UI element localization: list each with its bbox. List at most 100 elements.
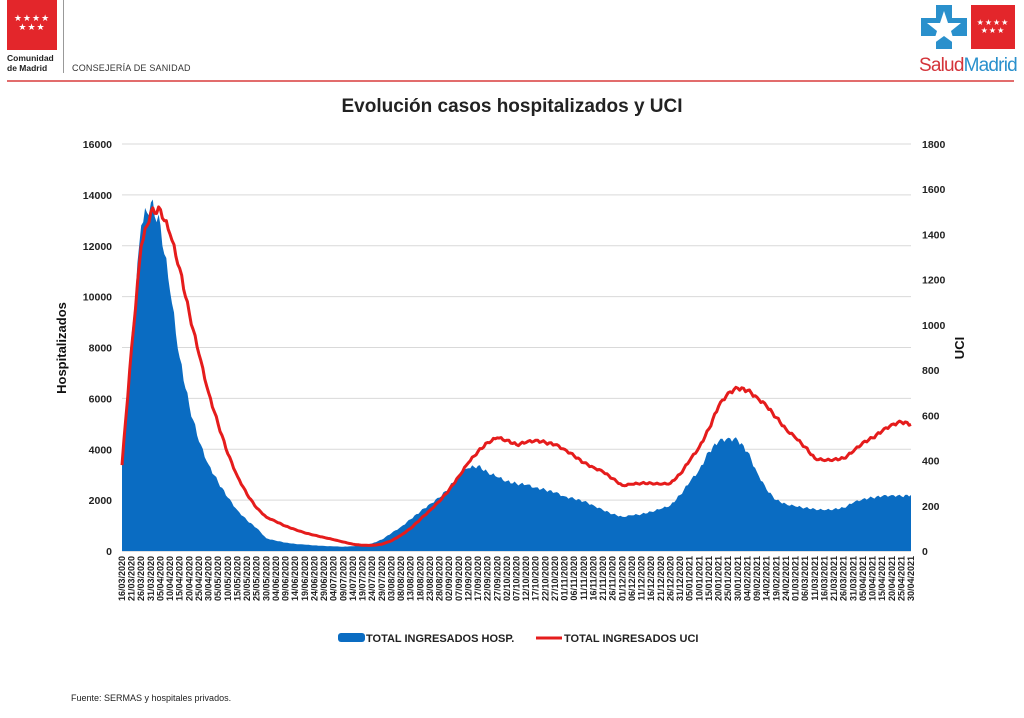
x-tick-label: 12/10/2020 — [521, 556, 531, 601]
y2-tick-label: 0 — [922, 546, 928, 558]
x-tick-label: 31/03/2021 — [848, 556, 858, 601]
x-tick-label: 07/09/2020 — [454, 556, 464, 601]
x-tick-label: 10/05/2020 — [223, 556, 233, 601]
x-tick-label: 17/09/2020 — [473, 556, 483, 601]
x-tick-label: 15/05/2020 — [232, 556, 242, 601]
salud-madrid-wordmark: SaludMadrid — [919, 55, 1018, 77]
x-tick-label: 30/04/2020 — [204, 556, 214, 601]
x-tick-label: 31/12/2020 — [675, 556, 685, 601]
x-tick-label: 16/12/2020 — [646, 556, 656, 601]
source-note: Fuente: SERMAS y hospitales privados. — [71, 693, 232, 703]
x-tick-label: 21/03/2021 — [829, 556, 839, 601]
x-tick-label: 10/04/2020 — [165, 556, 175, 601]
y-tick-label: 12000 — [83, 241, 112, 253]
y2-tick-label: 1000 — [922, 320, 946, 332]
x-tick-label: 20/01/2021 — [714, 556, 724, 601]
y2-tick-label: 1800 — [922, 139, 946, 151]
x-tick-label: 20/04/2020 — [184, 556, 194, 601]
x-tick-label: 24/07/2020 — [367, 556, 377, 601]
logo-name-line1: Comunidad — [7, 53, 54, 63]
x-tick-label: 11/03/2021 — [810, 556, 820, 601]
x-tick-label: 29/06/2020 — [319, 556, 329, 601]
x-tick-label: 26/03/2020 — [136, 556, 146, 601]
x-tick-label: 05/01/2021 — [685, 556, 695, 601]
x-tick-label: 26/12/2020 — [665, 556, 675, 601]
wordmark-madrid: Madrid — [963, 55, 1018, 76]
x-tick-label: 09/06/2020 — [281, 556, 291, 601]
x-tick-label: 08/08/2020 — [396, 556, 406, 601]
x-tick-label: 01/11/2020 — [560, 556, 570, 601]
y2-tick-label: 800 — [922, 365, 940, 377]
x-tick-label: 25/05/2020 — [252, 556, 262, 601]
x-tick-label: 20/05/2020 — [242, 556, 252, 601]
x-tick-label: 20/04/2021 — [887, 556, 897, 601]
stars-icon: ★★★★ ★★★ — [976, 18, 1010, 35]
x-tick-label: 15/04/2021 — [877, 556, 887, 601]
y-tick-label: 2000 — [89, 495, 113, 507]
x-tick-label: 22/09/2020 — [483, 556, 493, 601]
x-tick-label: 04/06/2020 — [271, 556, 281, 601]
x-tick-label: 16/03/2020 — [117, 556, 127, 601]
x-tick-label: 19/07/2020 — [358, 556, 368, 601]
x-tick-label: 29/07/2020 — [377, 556, 387, 601]
x-tick-label: 26/03/2021 — [839, 556, 849, 601]
hosp-area-layer — [122, 199, 911, 551]
x-tick-label: 16/11/2020 — [588, 556, 598, 601]
x-tick-label: 30/01/2021 — [733, 556, 743, 601]
x-tick-label: 02/10/2020 — [502, 556, 512, 601]
y-tick-label: 10000 — [83, 292, 112, 304]
x-tick-label: 03/08/2020 — [386, 556, 396, 601]
legend-label-uci: TOTAL INGRESADOS UCI — [564, 633, 698, 645]
chart-title: Evolución casos hospitalizados y UCI — [341, 96, 683, 117]
x-tick-label: 11/11/2020 — [579, 556, 589, 600]
x-tick-label: 06/03/2021 — [800, 556, 810, 601]
x-tick-label: 17/10/2020 — [531, 556, 541, 601]
x-tick-label: 24/02/2021 — [781, 556, 791, 601]
stars-icon: ★★★★ ★★★ — [13, 13, 51, 32]
x-tick-label: 05/05/2020 — [213, 556, 223, 601]
x-tick-label: 15/04/2020 — [175, 556, 185, 601]
y2-tick-label: 600 — [922, 410, 940, 422]
x-tick-label: 02/09/2020 — [444, 556, 454, 601]
x-tick-label: 30/04/2021 — [906, 556, 916, 601]
y2-tick-label: 400 — [922, 456, 940, 468]
x-tick-label: 10/01/2021 — [694, 556, 704, 601]
legend: TOTAL INGRESADOS HOSP. TOTAL INGRESADOS … — [338, 633, 698, 645]
y2-tick-label: 1200 — [922, 275, 946, 287]
x-tick-label: 06/12/2020 — [627, 556, 637, 601]
x-tick-label: 28/08/2020 — [435, 556, 445, 601]
x-tick-label: 30/05/2020 — [261, 556, 271, 601]
x-tick-label: 05/04/2020 — [155, 556, 165, 601]
y-axis-right-ticks: 0 200 400 600 800 1000 1200 1400 1600 1800 — [922, 139, 946, 558]
x-tick-label: 13/08/2020 — [406, 556, 416, 601]
y2-tick-label: 1600 — [922, 184, 946, 196]
x-tick-label: 01/03/2021 — [791, 556, 801, 601]
y-axis-left-title: Hospitalizados — [54, 302, 69, 394]
x-tick-label: 09/07/2020 — [338, 556, 348, 601]
x-tick-label: 21/03/2020 — [127, 556, 137, 601]
x-tick-label: 31/03/2020 — [146, 556, 156, 601]
uci-line — [120, 205, 912, 547]
logo-name-line2: de Madrid — [7, 63, 48, 73]
x-tick-label: 04/02/2021 — [742, 556, 752, 601]
x-tick-label: 27/10/2020 — [550, 556, 560, 601]
y-tick-label: 0 — [106, 546, 112, 558]
x-tick-label: 14/07/2020 — [348, 556, 358, 601]
y-axis-right-title: UCI — [952, 337, 967, 359]
wordmark-salud: Salud — [919, 55, 964, 76]
salud-flag-logo: ★★★★ ★★★ — [971, 5, 1015, 49]
x-tick-label: 12/09/2020 — [463, 556, 473, 601]
x-tick-label: 25/01/2021 — [723, 556, 733, 601]
y-axis-left-ticks: 0 2000 4000 6000 8000 10000 12000 14000 16000 — [83, 139, 112, 558]
hosp-area — [122, 199, 911, 551]
x-tick-label: 16/03/2021 — [819, 556, 829, 601]
y-tick-label: 14000 — [83, 190, 112, 202]
x-tick-label: 27/09/2020 — [492, 556, 502, 601]
y2-tick-label: 200 — [922, 501, 940, 513]
x-tick-label: 25/04/2021 — [896, 556, 906, 601]
y-tick-label: 8000 — [89, 343, 113, 355]
uci-line-layer — [120, 205, 912, 547]
x-tick-label: 14/06/2020 — [290, 556, 300, 601]
y-tick-label: 16000 — [83, 139, 112, 151]
